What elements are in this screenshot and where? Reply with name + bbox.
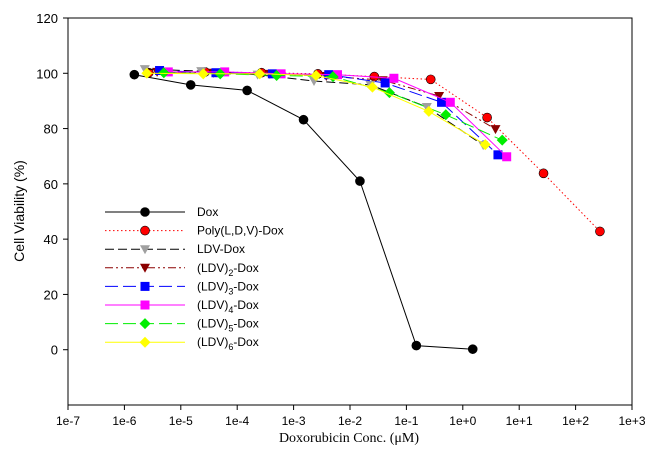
- legend: DoxPoly(L,D,V)-DoxLDV-Dox(LDV)2-Dox(LDV)…: [105, 205, 284, 352]
- y-axis-label: Cell Viability (%): [11, 160, 27, 262]
- data-point: [446, 98, 455, 107]
- legend-label: LDV-Dox: [197, 242, 245, 256]
- data-point: [412, 341, 421, 350]
- legend-label: Poly(L,D,V)-Dox: [197, 224, 284, 238]
- x-tick-label: 1e-1: [394, 414, 418, 428]
- x-tick-label: 1e-5: [169, 414, 193, 428]
- x-tick-label: 1e-6: [112, 414, 136, 428]
- data-point: [243, 86, 252, 95]
- legend-item: (LDV)6-Dox: [105, 335, 259, 352]
- data-point: [539, 169, 548, 178]
- data-point: [483, 113, 492, 122]
- data-point: [480, 139, 491, 150]
- legend-marker: [141, 282, 150, 291]
- legend-label: (LDV)3-Dox: [197, 279, 259, 296]
- data-point: [186, 80, 195, 89]
- data-point: [355, 177, 364, 186]
- legend-marker: [141, 301, 150, 310]
- legend-label: (LDV)5-Dox: [197, 317, 259, 334]
- data-point: [490, 125, 500, 134]
- x-axis-label: Doxorubicin Conc. (μM): [279, 431, 419, 446]
- series-5: [164, 67, 511, 161]
- legend-label: Dox: [197, 205, 218, 219]
- legend-item: (LDV)5-Dox: [105, 317, 259, 334]
- y-tick-label: 40: [44, 232, 58, 247]
- legend-marker: [140, 337, 151, 348]
- y-tick-label: 60: [44, 177, 58, 192]
- data-point: [502, 152, 511, 161]
- legend-marker: [141, 208, 150, 217]
- legend-item: LDV-Dox: [105, 242, 245, 256]
- x-tick-label: 1e+2: [562, 414, 589, 428]
- series-line: [168, 72, 506, 157]
- data-point: [299, 115, 308, 124]
- legend-item: (LDV)2-Dox: [105, 261, 259, 278]
- x-tick-label: 1e-2: [338, 414, 362, 428]
- y-tick-label: 100: [36, 66, 58, 81]
- legend-item: (LDV)4-Dox: [105, 298, 259, 315]
- x-tick-label: 1e+1: [506, 414, 533, 428]
- x-tick-label: 1e-7: [56, 414, 80, 428]
- legend-label: (LDV)6-Dox: [197, 335, 259, 352]
- legend-label: (LDV)2-Dox: [197, 261, 259, 278]
- y-tick-label: 120: [36, 11, 58, 26]
- legend-item: Poly(L,D,V)-Dox: [105, 224, 284, 238]
- legend-marker: [141, 226, 150, 235]
- x-tick-label: 1e+0: [449, 414, 476, 428]
- legend-marker: [140, 318, 151, 329]
- series-7: [141, 68, 490, 150]
- data-point: [437, 98, 446, 107]
- y-tick-label: 80: [44, 122, 58, 137]
- x-tick-label: 1e-4: [225, 414, 249, 428]
- x-tick-label: 1e-3: [282, 414, 306, 428]
- series-4: [155, 66, 502, 159]
- x-tick-label: 1e+3: [618, 414, 645, 428]
- data-point: [468, 345, 477, 354]
- y-tick-label: 20: [44, 287, 58, 302]
- data-point: [389, 74, 398, 83]
- data-point: [595, 227, 604, 236]
- legend-item: Dox: [105, 205, 218, 219]
- y-tick-label: 0: [51, 343, 58, 358]
- data-point: [381, 78, 390, 87]
- data-point: [426, 75, 435, 84]
- legend-item: (LDV)3-Dox: [105, 279, 259, 296]
- legend-label: (LDV)4-Dox: [197, 298, 259, 315]
- data-point: [130, 70, 139, 79]
